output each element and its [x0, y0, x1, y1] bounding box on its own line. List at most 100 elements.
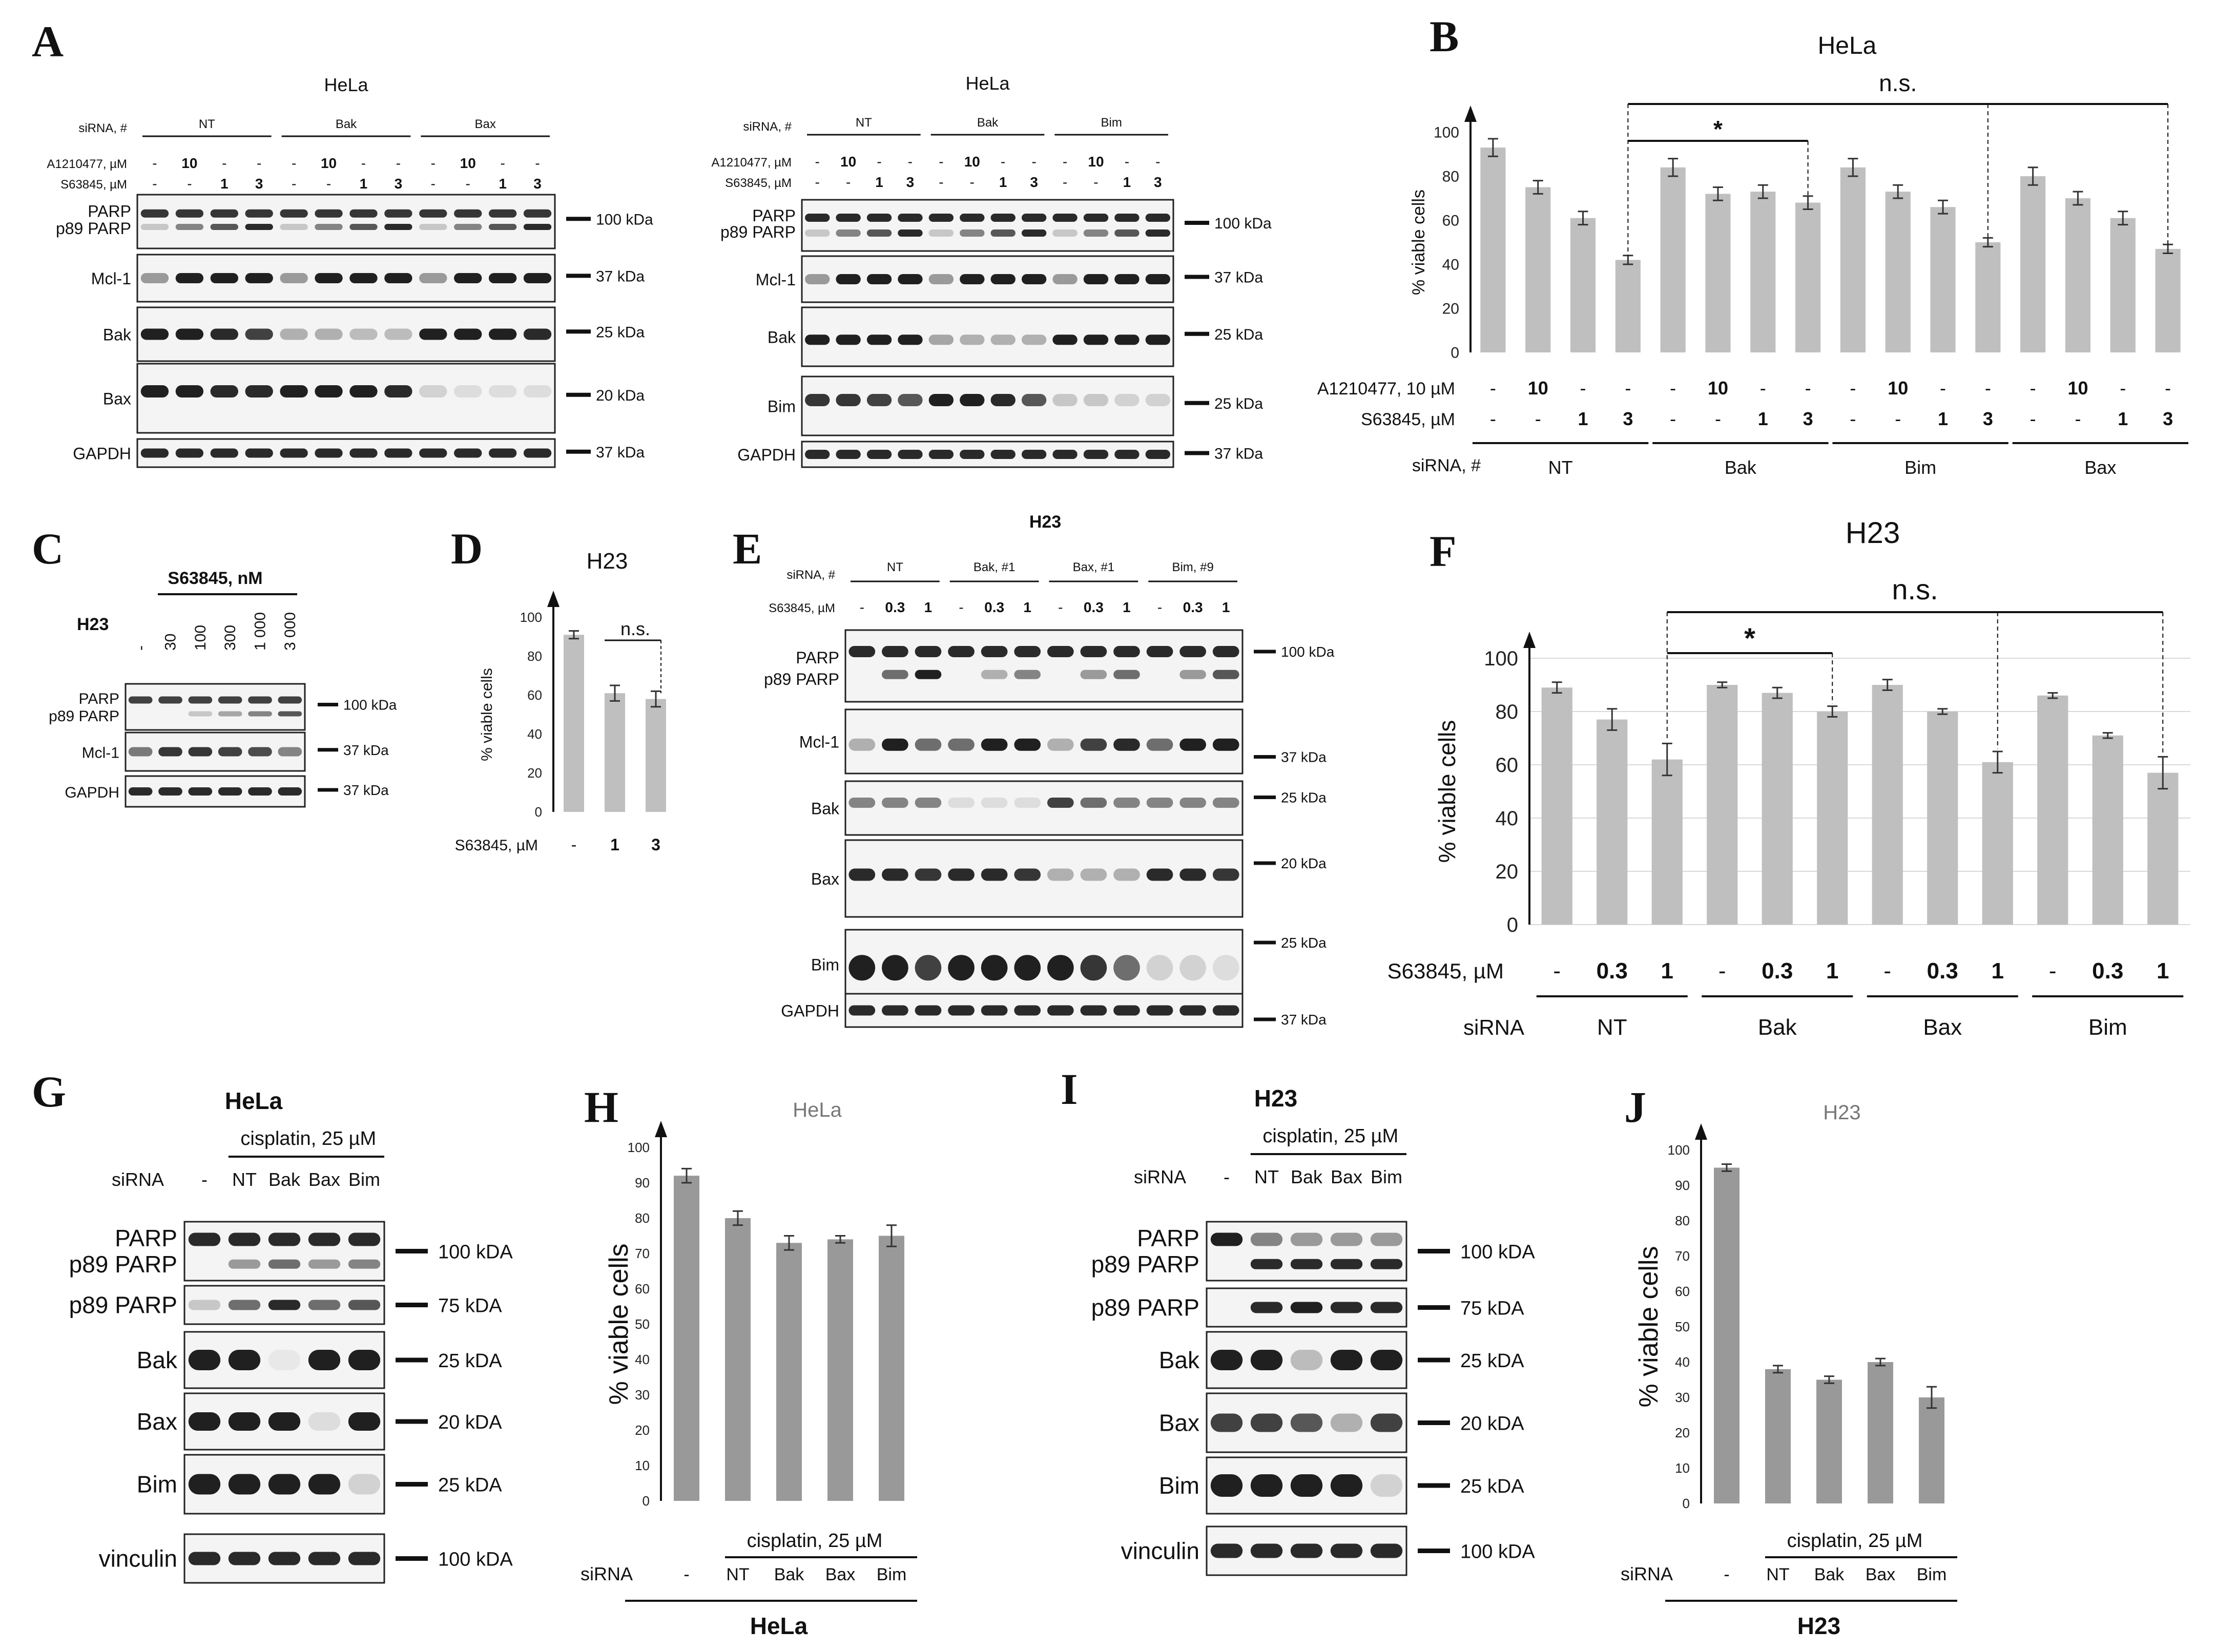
lane-treatment: - — [1155, 154, 1160, 170]
row1-value: 1 — [1661, 958, 1673, 984]
blot-band — [836, 274, 861, 284]
blot-band — [1330, 1350, 1363, 1370]
blot-band — [1179, 798, 1206, 808]
lane-concentration: 1 000 — [252, 612, 269, 651]
protein-label: p89 PARP — [69, 1292, 177, 1319]
treatment-label: cisplatin, 25 µM — [1262, 1125, 1398, 1147]
protein-label: Mcl-1 — [82, 745, 119, 762]
bar — [1707, 685, 1738, 925]
protein-label: Bak — [103, 326, 132, 344]
lane-treatment: 3 — [1030, 174, 1038, 190]
marker-label: 100 kDa — [1214, 215, 1272, 232]
blot-band — [805, 394, 830, 406]
bar — [1816, 1379, 1842, 1503]
y-tick-label: 60 — [527, 687, 542, 703]
marker-label: 100 kDA — [1460, 1242, 1535, 1263]
bar — [1919, 1397, 1944, 1503]
blot-band — [990, 334, 1016, 345]
protein-label: p89 PARP — [720, 223, 796, 241]
siRNA-group: Bim — [2088, 1015, 2127, 1040]
marker-label: 37 kDa — [596, 444, 645, 461]
blot-band — [188, 1552, 221, 1565]
bar — [1541, 687, 1572, 925]
blot-band — [488, 328, 517, 340]
lane-treatment: - — [1063, 154, 1067, 170]
lane-treatment: - — [815, 174, 820, 190]
blot-band — [1113, 955, 1140, 981]
y-tick-label: 80 — [635, 1210, 650, 1226]
lane-treatment: 1 — [1123, 599, 1131, 615]
marker-label: 25 kDa — [1214, 326, 1263, 343]
bar — [1762, 693, 1793, 925]
blot-band — [981, 1005, 1008, 1016]
blot-band — [1370, 1413, 1403, 1432]
blot-parp — [1206, 1221, 1407, 1282]
blot-band — [454, 273, 482, 283]
blot-band — [1146, 738, 1173, 751]
protein-label: p89 PARP — [56, 219, 131, 238]
protein-label: Mcl-1 — [756, 270, 796, 289]
treatment-label: cisplatin, 25 µM — [240, 1128, 376, 1149]
row1-value: - — [571, 835, 577, 854]
blot-band — [454, 328, 482, 340]
bar — [1795, 202, 1821, 352]
blot-band — [866, 214, 892, 222]
protein-label: PARP — [796, 649, 839, 667]
blot-band — [1290, 1259, 1323, 1269]
blot-band — [1014, 798, 1041, 808]
blot-band — [1210, 1232, 1243, 1246]
blot-band — [915, 1005, 942, 1016]
blot-band — [1021, 229, 1047, 237]
bar — [1597, 719, 1628, 925]
blot-band — [454, 209, 482, 218]
lane-treatment: - — [815, 154, 820, 170]
blot-band — [228, 1412, 261, 1431]
blot-band — [523, 448, 552, 458]
blot-band — [228, 1350, 261, 1370]
y-tick-label: 0 — [643, 1493, 650, 1509]
blot-band — [1047, 738, 1074, 751]
protein-label: p89 PARP — [764, 670, 839, 688]
row1-value: - — [1805, 378, 1811, 399]
protein-label: Mcl-1 — [91, 269, 131, 288]
blot-band — [348, 1552, 381, 1565]
blot-band — [278, 711, 302, 717]
blot-band — [915, 670, 942, 679]
marker-label: 20 kDA — [438, 1412, 502, 1433]
blot-band — [915, 955, 942, 981]
siRNA-group: NT — [887, 560, 903, 574]
blot-band — [1113, 798, 1140, 808]
row1-value: 1 — [1826, 958, 1838, 984]
blot-band — [140, 328, 169, 340]
significance-label: n.s. — [1892, 573, 1938, 605]
blot-band — [1083, 214, 1109, 222]
siRNA-label: siRNA, # — [786, 568, 835, 582]
marker-label: 25 kDa — [596, 324, 645, 341]
blot-band — [128, 787, 153, 796]
blot-band — [898, 274, 923, 284]
lane-treatment: 1 — [360, 176, 368, 192]
blot-band — [454, 448, 482, 458]
lane-treatment: - — [1063, 174, 1067, 190]
blot-band — [268, 1412, 301, 1431]
bar — [1570, 218, 1596, 352]
lane-concentration: 30 — [162, 634, 179, 651]
blot-band — [1014, 1005, 1041, 1016]
lane-treatment: 1 — [1123, 174, 1131, 190]
blot-band — [848, 955, 876, 981]
blot-band — [928, 394, 954, 406]
blot-band — [210, 385, 238, 398]
y-tick-label: 10 — [1675, 1460, 1690, 1476]
protein-label: Bax — [811, 870, 839, 888]
chart-B: 0 20 40 60 80 100 % viable cells HeLa — [1409, 32, 2181, 362]
concentration-header: S63845, nM — [168, 569, 262, 588]
y-tick-label: 0 — [535, 804, 542, 820]
blot-band — [488, 273, 517, 283]
blot-band — [308, 1259, 341, 1269]
bar — [2110, 218, 2136, 352]
blot-band — [140, 209, 169, 218]
blot-mcl-1 — [801, 255, 1174, 303]
siRNA-group: Bax — [2084, 457, 2116, 478]
blot-band — [248, 696, 272, 704]
blot-band — [1080, 646, 1107, 657]
